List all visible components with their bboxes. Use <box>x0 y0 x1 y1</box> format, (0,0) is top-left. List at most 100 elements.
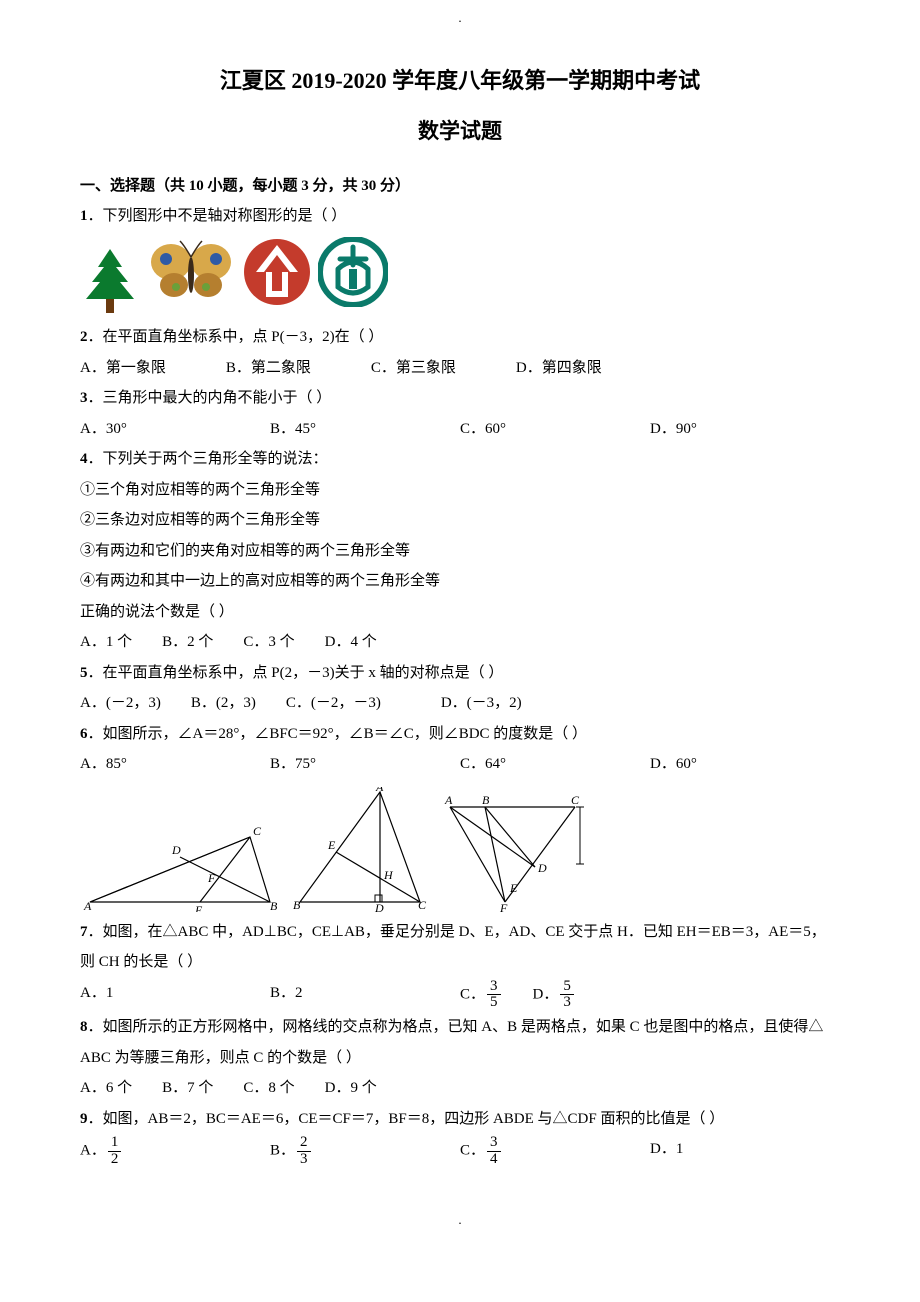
svg-text:F: F <box>499 901 508 912</box>
figure-q6: A E B C D F <box>80 802 280 912</box>
question-8: 8．如图所示的正方形网格中，网格线的交点称为格点，已知 A、B 是两格点，如果 … <box>80 1013 840 1042</box>
figure-q7: A B C D E H <box>290 787 430 912</box>
q9-a-pre: A． <box>80 1143 106 1159</box>
question-9: 9．如图，AB＝2，BC＝AE＝6，CE＝CF＝7，BF＝8，四边形 ABDE … <box>80 1105 840 1134</box>
q9-options: A．12 B．23 C．34 D．1 <box>80 1135 840 1168</box>
q4-s1: ①三个角对应相等的两个三角形全等 <box>80 476 840 505</box>
q4-s4: ④有两边和其中一边上的高对应相等的两个三角形全等 <box>80 567 840 596</box>
q7-opt-a: A．1 <box>80 979 270 1012</box>
q3-opt-b: B．45° <box>270 415 460 444</box>
q4-s5: 正确的说法个数是（ ） <box>80 598 840 627</box>
q3-options: A．30° B．45° C．60° D．90° <box>80 415 840 444</box>
svg-text:E: E <box>509 881 518 895</box>
q7-d-num: 5 <box>560 979 574 996</box>
svg-text:C: C <box>418 898 427 912</box>
q4-options: A．1 个 B．2 个 C．3 个 D．4 个 <box>80 628 840 657</box>
q7-c-num: 3 <box>487 979 501 996</box>
svg-text:C: C <box>571 793 580 807</box>
q9-opt-a: A．12 <box>80 1135 270 1168</box>
q5-opt-d: D．(－3，2) <box>441 689 522 718</box>
q4-text: ．下列关于两个三角形全等的说法： <box>88 451 328 467</box>
q3-opt-d: D．90° <box>650 415 840 444</box>
q9-opt-b: B．23 <box>270 1135 460 1168</box>
svg-text:E: E <box>327 838 336 852</box>
main-title: 江夏区 2019-2020 学年度八年级第一学期期中考试 <box>80 60 840 102</box>
q8-text-a: ．如图所示的正方形网格中，网格线的交点称为格点，已知 A、B 是两格点，如果 C… <box>88 1019 824 1035</box>
q2-opt-d: D．第四象限 <box>516 354 602 383</box>
svg-text:A: A <box>375 787 384 794</box>
q7-d-pre: D． <box>533 986 559 1002</box>
question-3: 3．三角形中最大的内角不能小于（ ） <box>80 384 840 413</box>
q4-num: 4 <box>80 451 88 467</box>
q5-opt-b: B．(2，3) <box>191 689 256 718</box>
q2-options: A．第一象限 B．第二象限 C．第三象限 D．第四象限 <box>80 354 840 383</box>
q7-options: A．1 B．2 C．35 D．53 <box>80 979 840 1012</box>
q2-opt-b: B．第二象限 <box>226 354 311 383</box>
q6-num: 6 <box>80 726 88 742</box>
q6-opt-d: D．60° <box>650 750 840 779</box>
q7-opt-b: B．2 <box>270 979 460 1012</box>
q8-opt-c: C．8 个 <box>243 1074 294 1103</box>
q9-b-pre: B． <box>270 1143 295 1159</box>
svg-text:A: A <box>83 899 92 912</box>
q9-opt-c: C．34 <box>460 1135 650 1168</box>
q7-c-pre: C． <box>460 986 485 1002</box>
figures-row: A E B C D F A B C D E H <box>80 787 840 912</box>
q2-opt-c: C．第三象限 <box>371 354 456 383</box>
q3-opt-a: A．30° <box>80 415 270 444</box>
q1-text: ．下列图形中不是轴对称图形的是（ ） <box>88 208 347 224</box>
q6-options: A．85° B．75° C．64° D．60° <box>80 750 840 779</box>
q5-opt-c: C．(－2，－3) <box>286 689 381 718</box>
q9-c-pre: C． <box>460 1143 485 1159</box>
q4-opt-c: C．3 个 <box>243 628 294 657</box>
section-header: 一、选择题（共 10 小题，每小题 3 分，共 30 分） <box>80 172 840 201</box>
q7-text-b: 则 CH 的长是（ ） <box>80 948 840 977</box>
q9-c-num: 3 <box>487 1135 501 1152</box>
svg-text:C: C <box>253 824 262 838</box>
q4-s3: ③有两边和它们的夹角对应相等的两个三角形全等 <box>80 537 840 566</box>
q3-text: ．三角形中最大的内角不能小于（ ） <box>88 390 332 406</box>
q8-opt-b: B．7 个 <box>162 1074 213 1103</box>
q5-opt-a: A．(－2，3) <box>80 689 161 718</box>
subtitle: 数学试题 <box>80 112 840 152</box>
q9-b-num: 2 <box>297 1135 311 1152</box>
q6-opt-b: B．75° <box>270 750 460 779</box>
q2-opt-a: A．第一象限 <box>80 354 166 383</box>
q5-options: A．(－2，3) B．(2，3) C．(－2，－3) D．(－3，2) <box>80 689 840 718</box>
q5-text: ．在平面直角坐标系中，点 P(2，－3)关于 x 轴的对称点是（ ） <box>88 665 504 681</box>
figure-q9: A B C D E F <box>440 792 600 912</box>
svg-text:D: D <box>171 843 181 857</box>
butterfly-icon <box>146 237 236 318</box>
q7-c-den: 5 <box>487 995 501 1011</box>
svg-text:B: B <box>293 898 301 912</box>
svg-text:F: F <box>207 871 216 885</box>
q2-text: ．在平面直角坐标系中，点 P(－3，2)在（ ） <box>88 329 384 345</box>
tree-icon <box>80 247 140 317</box>
svg-text:A: A <box>444 793 453 807</box>
question-2: 2．在平面直角坐标系中，点 P(－3，2)在（ ） <box>80 323 840 352</box>
question-4: 4．下列关于两个三角形全等的说法： <box>80 445 840 474</box>
svg-text:E: E <box>194 903 203 912</box>
q7-opt-d: D．53 <box>533 979 576 1012</box>
q9-a-den: 2 <box>108 1152 122 1168</box>
header-dot: . <box>458 6 461 31</box>
q8-text-b: ABC 为等腰三角形，则点 C 的个数是（ ） <box>80 1044 840 1073</box>
q1-images <box>80 237 840 318</box>
svg-text:B: B <box>482 793 490 807</box>
abc-logo-icon <box>318 237 388 318</box>
q8-opt-d: D．9 个 <box>325 1074 377 1103</box>
q3-num: 3 <box>80 390 88 406</box>
footer-dot: . <box>80 1208 840 1233</box>
svg-text:D: D <box>537 861 547 875</box>
q6-opt-c: C．64° <box>460 750 650 779</box>
svg-text:H: H <box>383 868 394 882</box>
q9-num: 9 <box>80 1111 88 1127</box>
svg-text:D: D <box>374 901 384 912</box>
q9-text: ．如图，AB＝2，BC＝AE＝6，CE＝CF＝7，BF＝8，四边形 ABDE 与… <box>88 1111 725 1127</box>
question-1: 1．下列图形中不是轴对称图形的是（ ） <box>80 202 840 231</box>
q4-s2: ②三条边对应相等的两个三角形全等 <box>80 506 840 535</box>
q7-num: 7 <box>80 924 88 940</box>
q9-b-den: 3 <box>297 1152 311 1168</box>
q9-opt-d: D．1 <box>650 1135 840 1168</box>
q6-text: ．如图所示，∠A＝28°，∠BFC＝92°，∠B＝∠C，则∠BDC 的度数是（ … <box>88 726 588 742</box>
